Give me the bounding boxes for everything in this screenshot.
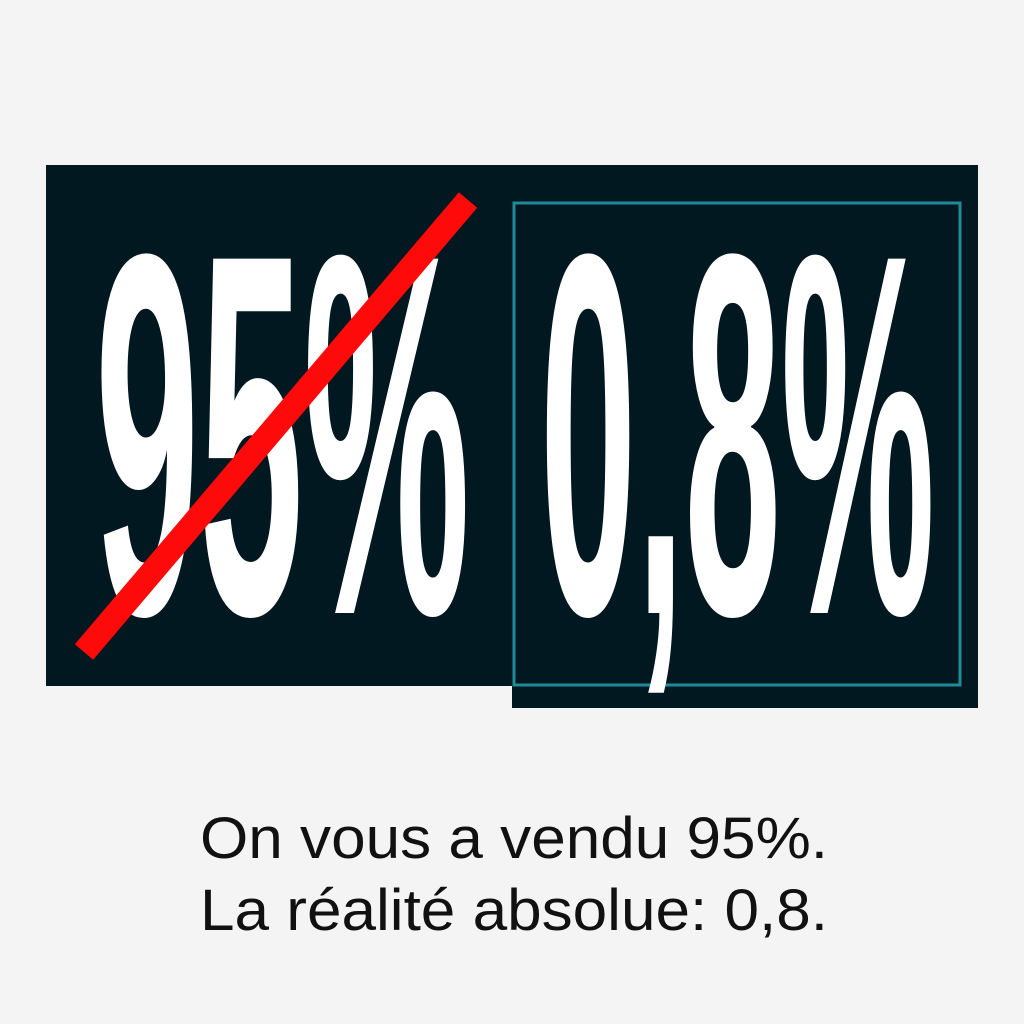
real-value: 0,8% — [540, 148, 935, 723]
dark-panel-extension — [512, 600, 978, 708]
strike-line-icon — [74, 192, 478, 660]
caption-line-1: On vous a vendu 95%. — [200, 806, 828, 871]
highlight-frame — [512, 201, 962, 687]
caption-line-2: La réalité absolue: 0,8. — [200, 878, 828, 943]
dark-panel — [46, 165, 978, 686]
